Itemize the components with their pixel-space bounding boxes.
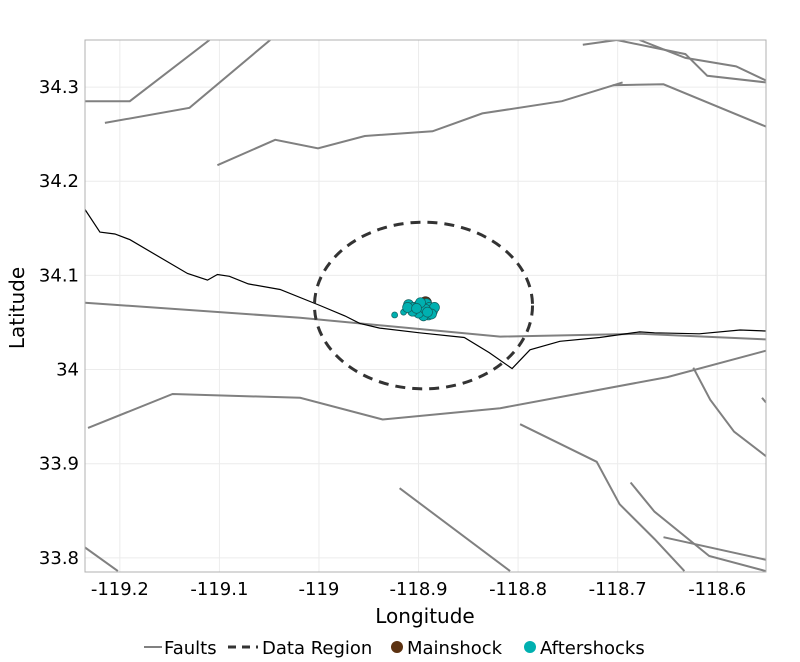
fault-line [629, 481, 766, 572]
plot-area [85, 40, 766, 572]
aftershock-point [411, 303, 422, 314]
fault-line [612, 83, 766, 128]
y-tick-label: 34.3 [39, 77, 79, 98]
tick-labels: -119.2 -119.1 -119 -118.9 -118.8 -118.7 -118.6… [39, 77, 746, 600]
fault-line [519, 423, 686, 572]
legend-region-label: Data Region [262, 638, 372, 659]
fault-line [398, 487, 511, 572]
fault-line [582, 40, 766, 84]
fault-line [87, 349, 766, 429]
x-tick-label: -119 [299, 579, 340, 600]
coastline [85, 209, 766, 370]
fault-line [85, 40, 211, 103]
fault-line [85, 546, 119, 572]
x-tick-label: -118.7 [589, 579, 647, 600]
fault-line [639, 40, 766, 82]
fault-line [104, 40, 271, 124]
x-tick-label: -118.6 [688, 579, 746, 600]
y-tick-label: 34 [56, 360, 79, 381]
legend-faults-label: Faults [164, 638, 217, 659]
legend-aftershocks-swatch [524, 641, 536, 653]
fault-line [216, 81, 623, 167]
aftershock-point [402, 302, 413, 313]
fault-line [663, 536, 766, 561]
x-tick-label: -118.9 [390, 579, 448, 600]
y-tick-label: 33.9 [39, 454, 79, 475]
data-region [312, 220, 535, 391]
x-tick-label: -119.1 [190, 579, 248, 600]
legend-aftershocks-label: Aftershocks [540, 638, 645, 659]
y-tick-label: 34.2 [39, 171, 79, 192]
x-tick-label: -118.8 [489, 579, 547, 600]
y-tick-label: 34.1 [39, 265, 79, 286]
fault-line [85, 301, 766, 341]
x-tick-label: -119.2 [91, 579, 149, 600]
map-layer [85, 40, 766, 572]
legend: Faults Data Region Mainshock Aftershocks [144, 638, 645, 659]
x-axis-label: Longitude [375, 604, 474, 628]
y-tick-label: 33.8 [39, 548, 79, 569]
legend-mainshock-label: Mainshock [407, 638, 503, 659]
fault-line [692, 367, 766, 457]
fault-line [761, 397, 766, 404]
grid [85, 40, 766, 572]
legend-mainshock-swatch [391, 641, 403, 653]
aftershock-point [391, 311, 398, 319]
y-axis-label: Latitude [5, 267, 29, 349]
aftershock-point [422, 306, 433, 318]
plot-border [84, 39, 767, 573]
